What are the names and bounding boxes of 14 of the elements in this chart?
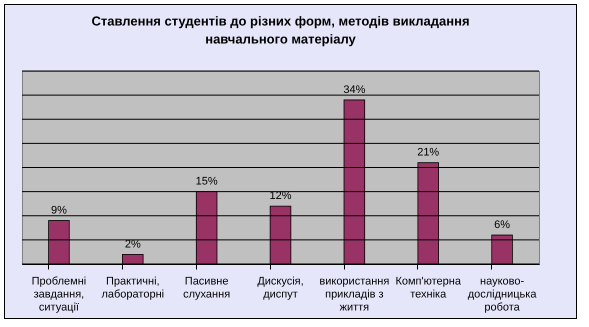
x-tick-label: Пасивне слухання — [183, 276, 230, 300]
x-tick-label: Проблемні завдання, ситуації — [32, 276, 86, 314]
data-label: 21% — [417, 146, 440, 159]
data-label: 15% — [196, 176, 218, 188]
x-tick-label: Практичні, лабораторні — [101, 276, 164, 300]
data-label: 9% — [50, 204, 68, 217]
x-tick-label: науково-дослідницька робота — [468, 276, 538, 314]
data-label: 34% — [343, 84, 366, 96]
chart-title: Ставлення студентів до різних форм, методів викладання навчального матеріалу — [91, 14, 470, 46]
x-tick-label: використання прикладів з життя — [319, 276, 390, 314]
x-tick-label: Комп'ютерна техніка — [395, 276, 462, 300]
x-tick-label: Дискусія, диспут — [257, 276, 304, 300]
data-label: 2% — [124, 238, 141, 250]
data-label: 6% — [494, 219, 510, 232]
